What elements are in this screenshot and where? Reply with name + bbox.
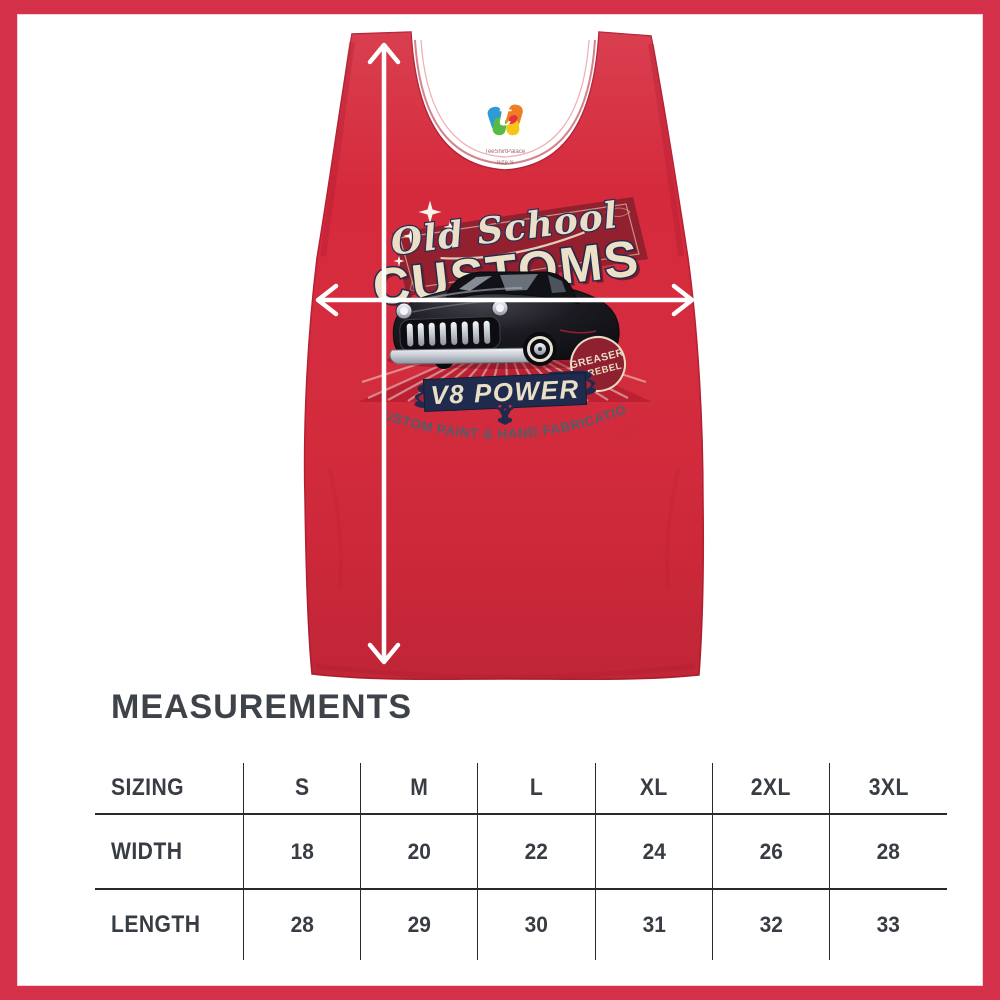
size-header-cell: 3XL [829, 763, 947, 815]
sizing-header-cell: SIZING [95, 763, 244, 815]
size-table: SIZING S M L XL 2XL 3XL WIDTH 18 20 22 2… [95, 763, 947, 960]
length-value-cell: 31 [594, 889, 713, 960]
width-label-cell: WIDTH [95, 814, 244, 890]
svg-text:t: t [498, 98, 512, 133]
width-value-cell: 18 [242, 814, 361, 890]
width-value-cell: 24 [594, 814, 713, 890]
width-row: WIDTH 18 20 22 24 26 28 [95, 814, 947, 890]
crossed-pistons-icon [495, 402, 515, 425]
length-value-cell: 30 [477, 889, 596, 960]
width-value-cell: 26 [711, 814, 830, 890]
length-arrow [367, 42, 401, 665]
width-value-cell: 20 [360, 814, 478, 890]
v8-power-text: V8 POWER [430, 374, 580, 410]
measurements-title: MEASUREMENTS [111, 688, 413, 726]
customs-badge-panel [392, 197, 648, 296]
length-value-cell: 33 [829, 889, 947, 960]
width-value-cell: 28 [829, 814, 947, 890]
size-header-cell: XL [594, 763, 713, 815]
hot-rod-car [387, 271, 623, 369]
neck-brand-label: t TeeShirtPalace Size S [485, 98, 526, 166]
length-row: LENGTH 28 29 30 31 32 33 [95, 889, 947, 960]
tank-top-illustration: t TeeShirtPalace Size S [0, 0, 705, 681]
size-header-cell: S [242, 763, 361, 815]
label-line-1: TeeShirtPalace [485, 149, 526, 155]
brand-logo-icon: t [487, 98, 523, 136]
size-header-cell: 2XL [711, 763, 830, 815]
v8-power-banner: V8 POWER [414, 370, 597, 413]
tank-top-body [303, 31, 705, 681]
length-value-cell: 32 [711, 889, 830, 960]
length-value-cell: 29 [360, 889, 478, 960]
width-value-cell: 22 [477, 814, 596, 890]
signature-flourish [616, 422, 636, 438]
greaser-rebel-badge: GREASER & REBEL [568, 336, 626, 392]
label-line-2: Size S [496, 160, 513, 166]
size-table-header-row: SIZING S M L XL 2XL 3XL [95, 763, 947, 815]
size-header-cell: L [477, 763, 596, 815]
size-header-cell: M [360, 763, 478, 815]
length-label-cell: LENGTH [111, 911, 201, 938]
length-value-cell: 28 [242, 889, 361, 960]
width-arrow [315, 283, 695, 317]
